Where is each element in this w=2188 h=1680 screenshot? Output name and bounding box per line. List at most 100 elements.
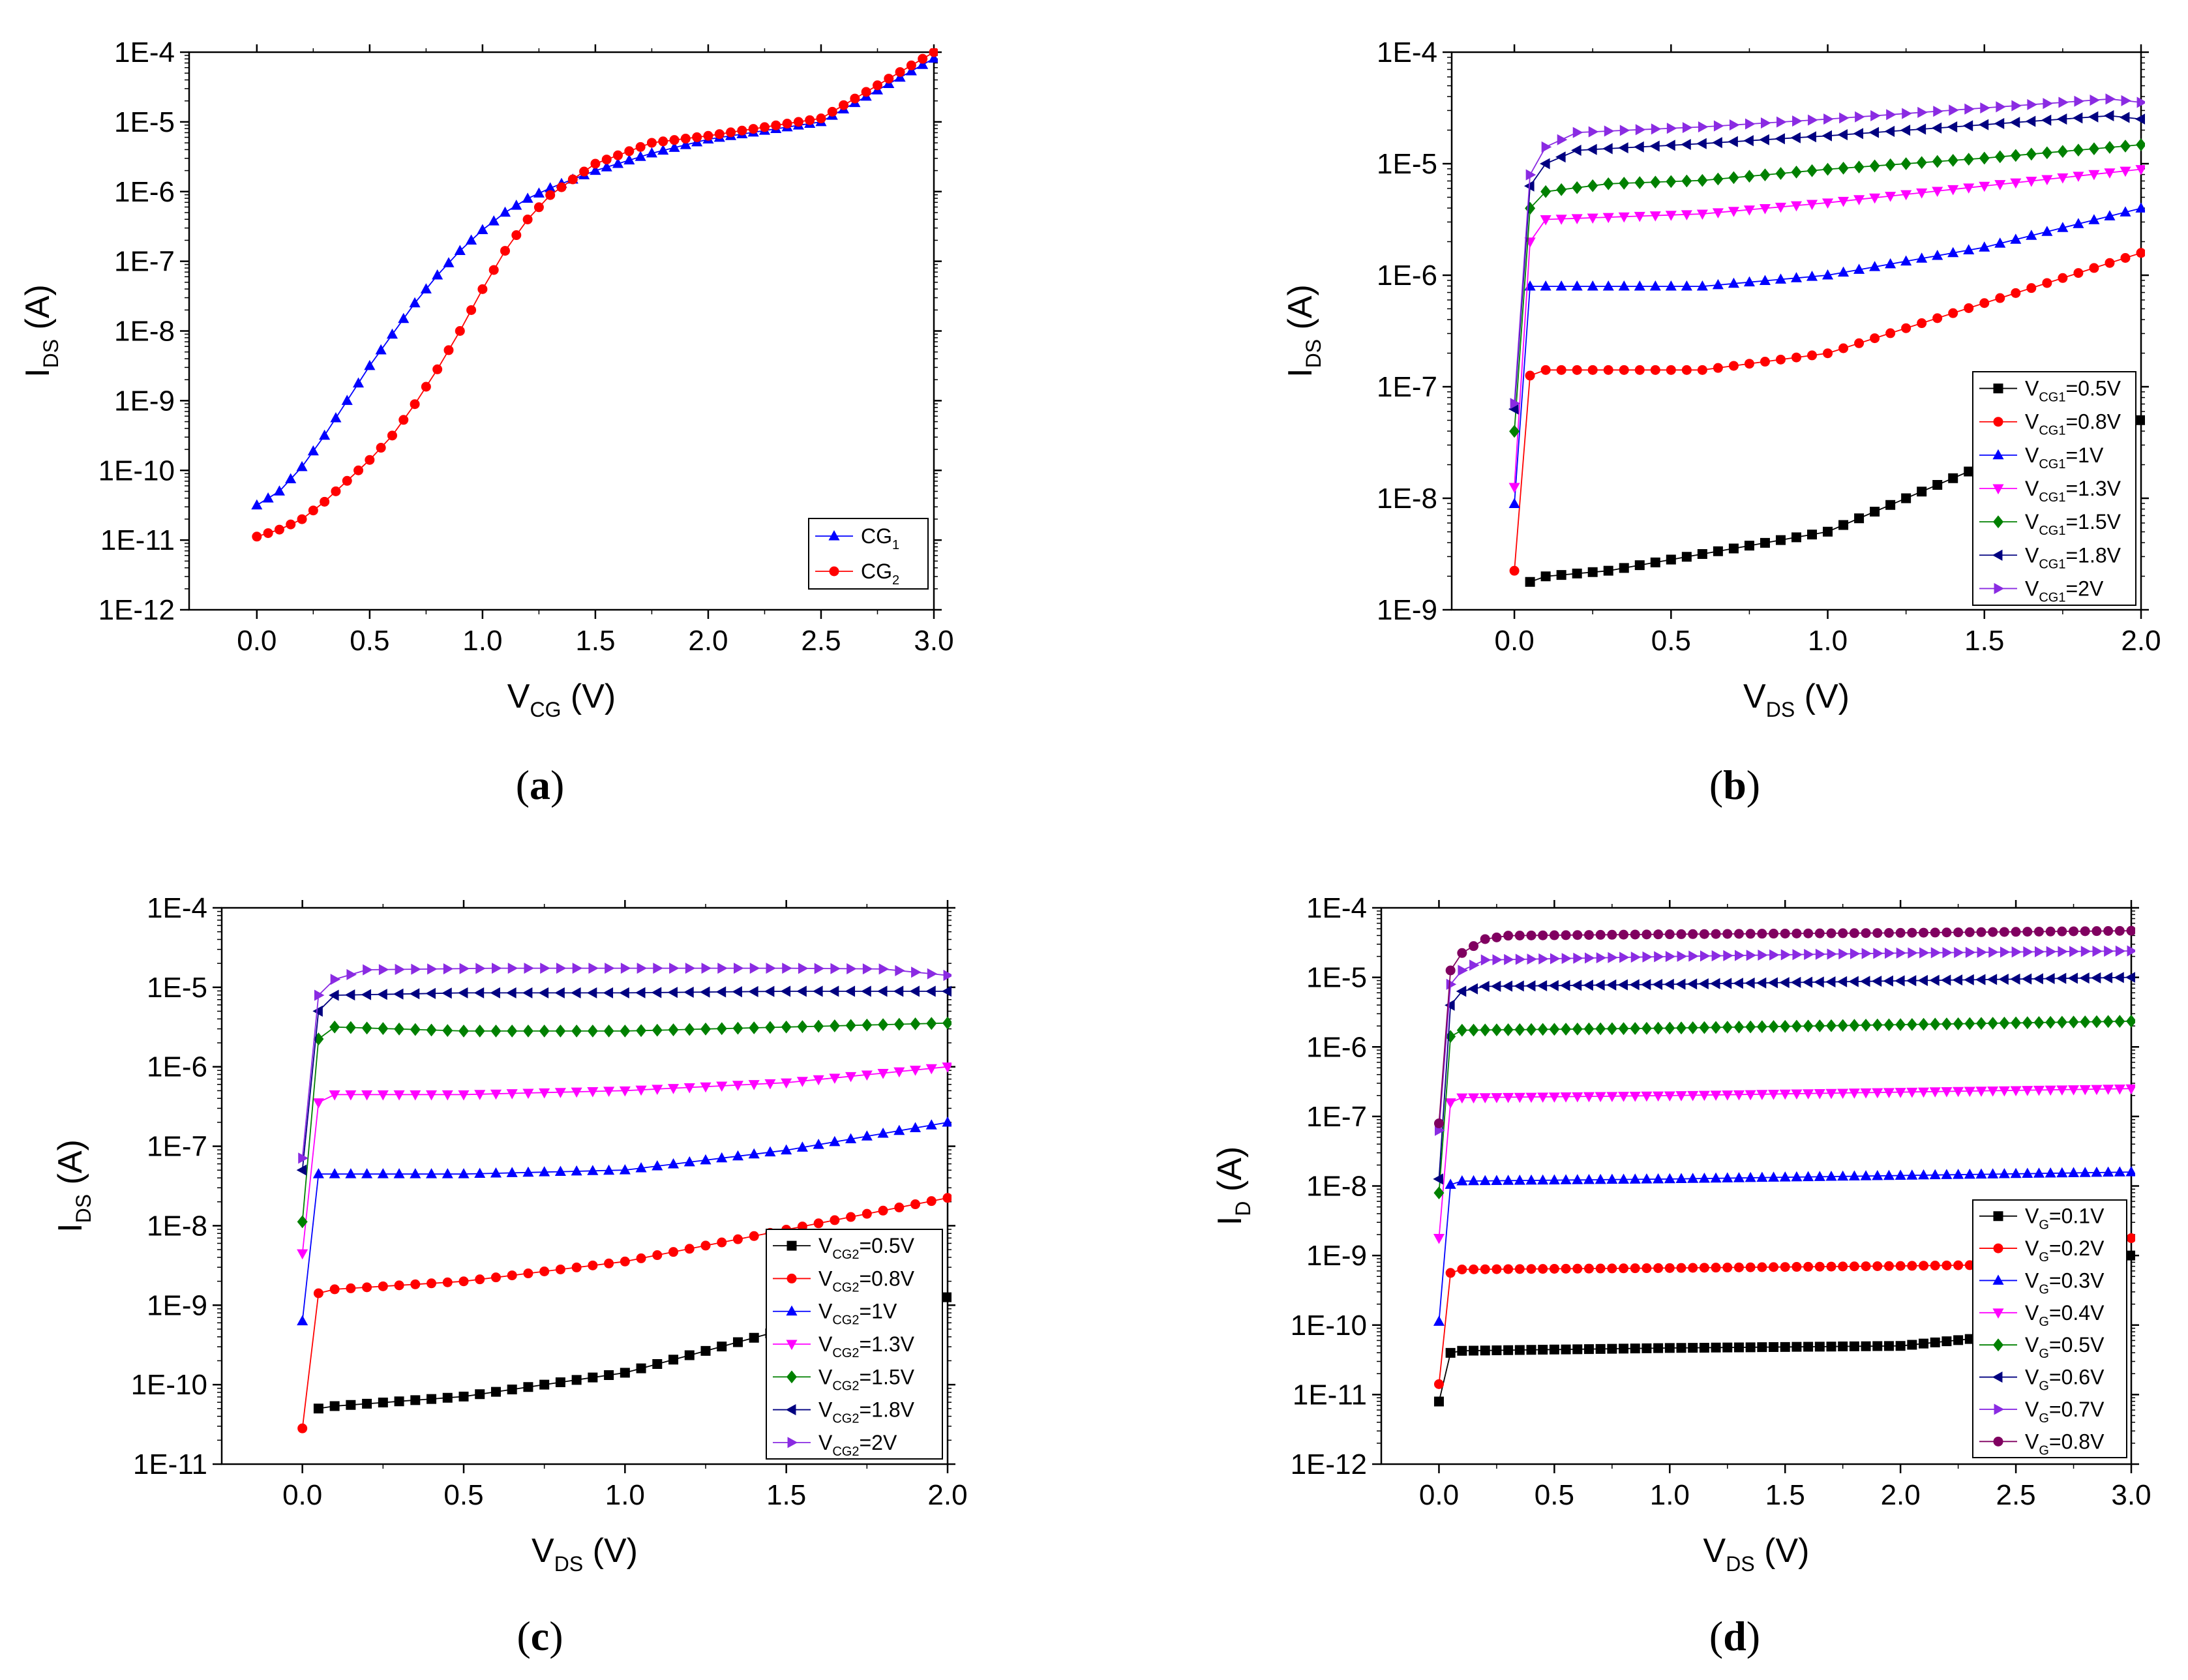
data-point xyxy=(1526,930,1536,940)
data-point xyxy=(764,1021,775,1034)
data-point xyxy=(2072,112,2083,124)
data-point xyxy=(700,1240,711,1251)
data-point xyxy=(1964,927,1975,937)
data-point xyxy=(1711,1342,1721,1353)
data-point xyxy=(830,963,841,974)
data-point xyxy=(1712,208,1724,218)
data-point xyxy=(893,1067,905,1078)
panel-c-chart: 1E-11 1E-10 1E-9 1E-8 1E-7 1E-6 1E-5 1E-4 0.0 0.5… xyxy=(52,892,968,1576)
data-point xyxy=(1929,1087,1941,1098)
data-point xyxy=(1603,365,1613,375)
data-point xyxy=(1508,483,1520,493)
data-point xyxy=(1994,117,2005,129)
data-point xyxy=(588,1372,598,1383)
data-point xyxy=(571,1087,582,1098)
data-point xyxy=(732,1081,744,1091)
data-point xyxy=(1712,278,1724,290)
legend-marker xyxy=(787,1240,797,1251)
data-point xyxy=(2136,415,2145,425)
data-point xyxy=(458,1024,469,1038)
data-point xyxy=(1838,1342,1848,1352)
data-point xyxy=(1906,1169,1918,1180)
data-point xyxy=(1653,1091,1664,1102)
data-point xyxy=(1619,563,1629,573)
data-point xyxy=(1526,1345,1536,1355)
data-point xyxy=(2136,97,2145,108)
data-point xyxy=(1583,1022,1595,1036)
data-point xyxy=(1676,1343,1686,1353)
data-point xyxy=(797,1020,808,1034)
data-point xyxy=(488,215,500,226)
data-point xyxy=(603,987,614,998)
data-point xyxy=(555,1377,565,1387)
data-point xyxy=(667,1084,680,1094)
data-point xyxy=(635,987,646,998)
data-point xyxy=(1664,929,1675,940)
data-point xyxy=(1634,176,1645,189)
y-tick-label: 1E-9 xyxy=(147,1289,207,1321)
data-point xyxy=(1540,215,1551,226)
data-point xyxy=(2136,138,2145,151)
data-point xyxy=(646,147,657,158)
x-axis-title: VDS (V) xyxy=(1703,1532,1810,1576)
data-point xyxy=(1976,927,1986,937)
data-point xyxy=(1606,1022,1617,1036)
data-point xyxy=(1978,119,1989,130)
data-point xyxy=(1445,1347,1456,1358)
data-point xyxy=(1814,1261,1825,1272)
data-point xyxy=(652,1085,663,1095)
data-point xyxy=(427,1278,437,1289)
data-point xyxy=(2103,1085,2114,1095)
legend-box xyxy=(1972,1199,2127,1458)
data-point xyxy=(2058,273,2068,283)
data-point xyxy=(1700,950,1711,962)
data-point xyxy=(538,987,549,998)
data-point xyxy=(442,1090,453,1101)
data-point xyxy=(477,284,488,294)
data-point xyxy=(1630,1263,1640,1274)
data-point xyxy=(1728,171,1739,185)
data-point xyxy=(571,987,581,998)
data-point xyxy=(1634,365,1645,375)
data-point xyxy=(296,460,308,472)
data-point xyxy=(263,528,273,538)
data-point xyxy=(1745,1262,1756,1272)
data-point xyxy=(285,473,297,484)
panel-a-chart: 1E-12 1E-11 1E-10 1E-9 1E-8 1E-7 1E-6 1E-5 1E-4 0… xyxy=(19,37,954,721)
data-point xyxy=(895,965,905,976)
data-point xyxy=(1619,365,1629,375)
data-point xyxy=(1666,175,1677,188)
data-point xyxy=(1952,974,1963,986)
data-point xyxy=(1919,1338,1929,1349)
data-point xyxy=(2104,168,2116,179)
data-point xyxy=(251,499,263,510)
data-point xyxy=(506,1167,518,1177)
data-point xyxy=(603,1164,615,1175)
data-point xyxy=(1853,263,1865,274)
legend-label: VCG2=0.8V xyxy=(818,1267,915,1295)
data-point xyxy=(636,1024,647,1038)
data-point xyxy=(1549,1344,1559,1355)
data-point xyxy=(1503,931,1514,941)
data-point xyxy=(1469,1345,1479,1356)
data-point xyxy=(2009,117,2020,128)
data-point xyxy=(620,963,631,974)
data-point xyxy=(1468,1023,1479,1037)
x-tick-label: 1.5 xyxy=(1964,625,2004,657)
data-point xyxy=(1838,343,1849,353)
data-point xyxy=(764,1146,776,1157)
data-point xyxy=(425,1168,438,1178)
data-point xyxy=(346,968,357,980)
data-point xyxy=(700,1082,712,1093)
data-point xyxy=(522,1088,534,1100)
legend-label: VCG1=0.5V xyxy=(2025,377,2121,405)
data-point xyxy=(297,1249,308,1260)
data-point xyxy=(1445,999,1455,1011)
data-point xyxy=(1837,128,1848,141)
data-point xyxy=(1503,1175,1514,1185)
data-point xyxy=(1573,952,1583,964)
data-point xyxy=(1941,1336,1952,1347)
data-point xyxy=(1503,1264,1514,1274)
data-point xyxy=(1900,190,1912,201)
data-point xyxy=(1681,138,1691,151)
